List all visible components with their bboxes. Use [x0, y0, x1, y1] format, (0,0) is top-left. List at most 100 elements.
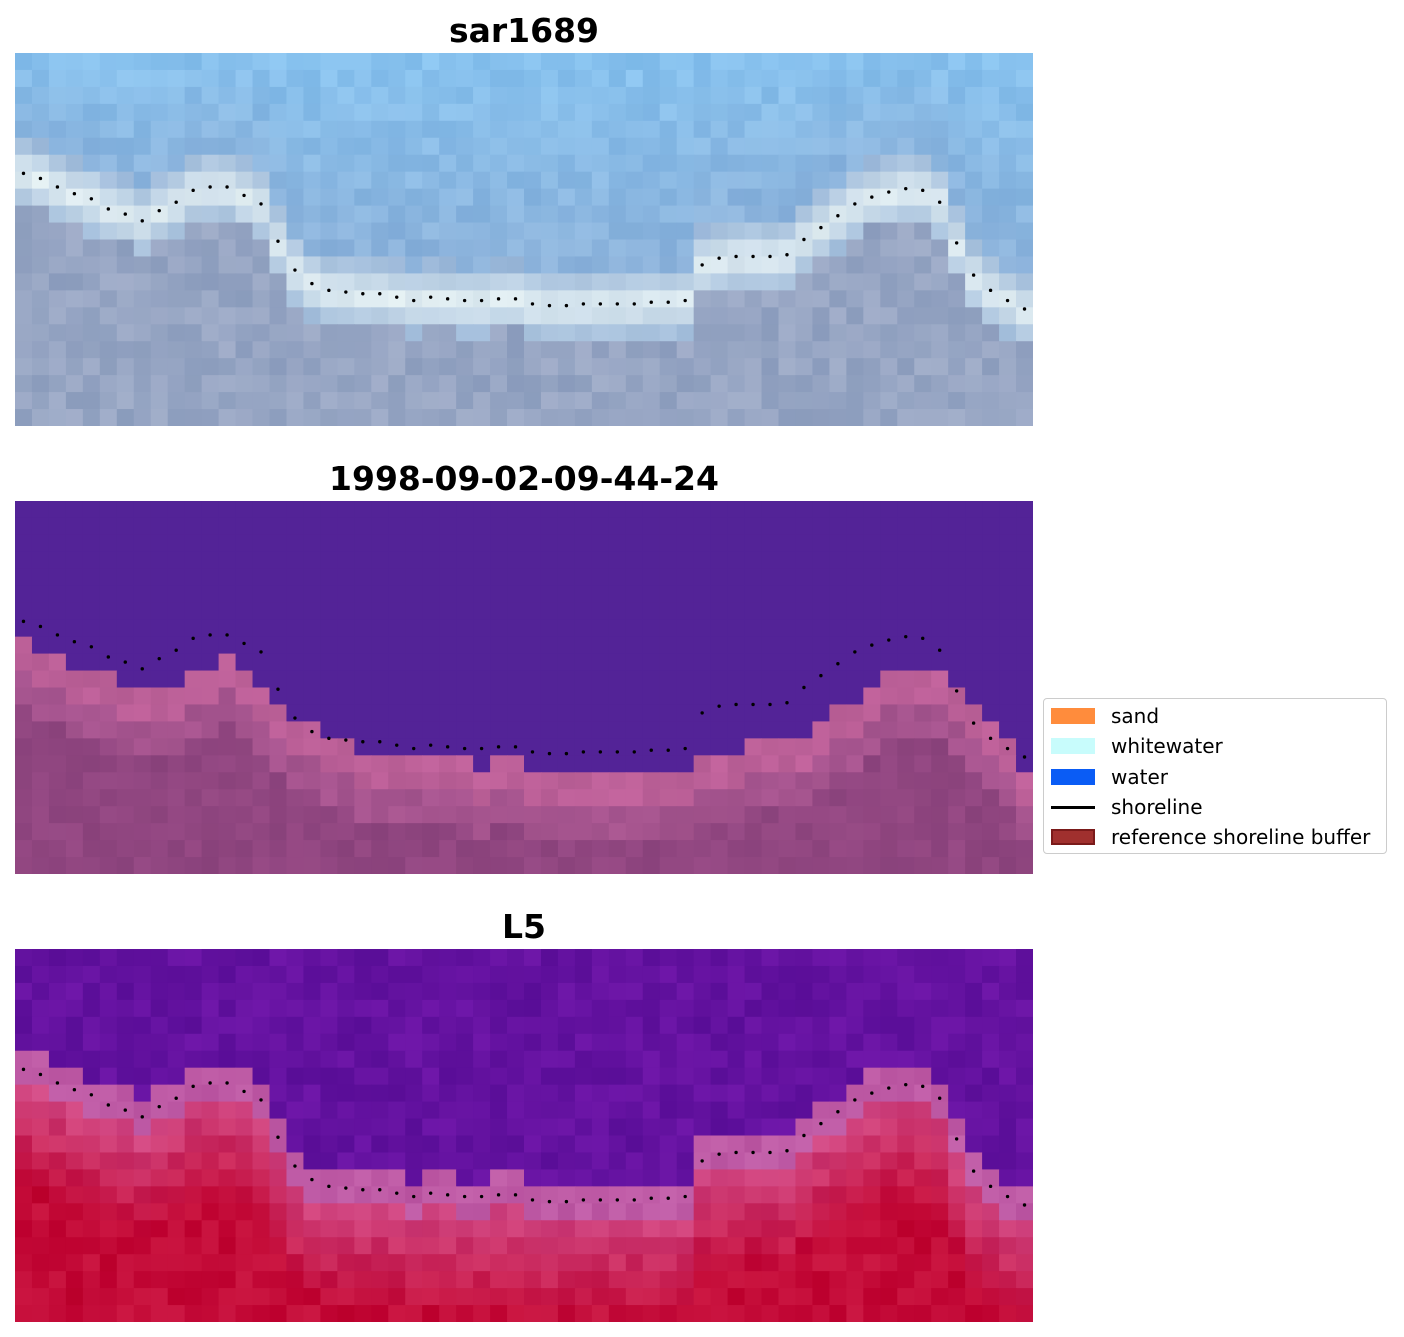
shoreline-point	[38, 1072, 43, 1077]
shoreline-point	[768, 254, 772, 259]
ndwi-cell	[846, 1016, 864, 1035]
rgb-cell	[65, 103, 84, 122]
ndwi-cell	[269, 1203, 288, 1221]
classified-cell	[439, 857, 457, 874]
rgb-cell	[269, 392, 288, 410]
classified-cell	[982, 568, 1000, 587]
classified-cell	[439, 687, 457, 706]
classified-cell	[150, 840, 169, 858]
shoreline-point	[38, 176, 43, 181]
classified-cell	[608, 721, 627, 739]
classified-cell	[31, 653, 50, 672]
classified-cell	[676, 755, 695, 773]
rgb-cell	[931, 409, 949, 426]
classified-cell	[320, 755, 338, 773]
ndwi-cell	[507, 1305, 525, 1322]
rgb-cell	[15, 392, 33, 410]
classified-cell	[982, 755, 1000, 773]
ndwi-cell	[846, 1305, 864, 1322]
classified-cell	[829, 857, 847, 874]
ndwi-cell	[524, 1305, 542, 1322]
classified-cell	[557, 840, 576, 858]
rgb-cell	[167, 222, 186, 241]
classified-cell	[82, 840, 101, 858]
ndwi-cell	[354, 1169, 372, 1187]
rgb-cell	[184, 341, 203, 359]
ndwi-cell	[133, 949, 152, 967]
rgb-cell	[812, 290, 830, 308]
rgb-cell	[252, 53, 271, 71]
rgb-cell	[727, 103, 746, 122]
rgb-cell	[439, 137, 457, 156]
classified-cell	[965, 636, 983, 655]
rgb-cell	[48, 239, 67, 258]
ndwi-cell	[337, 1016, 355, 1035]
rgb-cell	[778, 103, 797, 122]
rgb-cell	[303, 53, 321, 71]
rgb-cell	[710, 205, 729, 224]
rgb-cell	[48, 171, 67, 190]
ndwi-cell	[167, 1254, 186, 1272]
rgb-cell	[846, 375, 864, 393]
rgb-cell	[116, 137, 135, 156]
classified-cell	[897, 789, 915, 807]
rgb-cell	[1016, 53, 1033, 71]
ndwi-cell	[846, 1067, 864, 1086]
ndwi-cell	[65, 1118, 84, 1137]
classified-cell	[693, 619, 712, 638]
classified-cell	[591, 551, 610, 570]
ndwi-cell	[303, 1050, 321, 1069]
rgb-cell	[914, 341, 932, 359]
ndwi-cell	[914, 1118, 932, 1137]
ndwi-cell	[269, 1305, 288, 1322]
ndwi-cell	[150, 1067, 169, 1086]
rgb-cell	[133, 358, 152, 376]
rgb-cell	[354, 256, 372, 274]
shoreline-point	[683, 298, 687, 303]
rgb-cell	[625, 120, 644, 139]
ndwi-cell	[150, 1186, 169, 1204]
ndwi-cell	[65, 1220, 84, 1238]
ndwi-cell	[48, 1305, 67, 1322]
ndwi-cell	[337, 1254, 355, 1272]
ndwi-cell	[456, 1084, 474, 1103]
classified-cell	[795, 772, 814, 790]
classified-cell	[269, 789, 288, 807]
classified-cell	[693, 534, 712, 553]
classified-cell	[456, 772, 474, 790]
ndwi-cell	[625, 1220, 644, 1238]
rgb-cell	[405, 171, 423, 190]
classified-cell	[99, 738, 118, 756]
rgb-cell	[524, 324, 542, 342]
ndwi-cell	[167, 1084, 186, 1103]
classified-cell	[591, 568, 610, 587]
ndwi-cell	[354, 1118, 372, 1137]
ndwi-cell	[727, 1186, 746, 1204]
rgb-cell	[371, 69, 389, 88]
classified-cell	[507, 806, 525, 824]
shoreline-point	[140, 1115, 144, 1119]
rgb-cell	[218, 273, 237, 291]
rgb-cell	[48, 358, 67, 376]
rgb-cell	[354, 375, 372, 393]
rgb-cell	[99, 205, 118, 224]
rgb-cell	[659, 205, 678, 224]
rgb-cell	[31, 273, 50, 291]
shoreline-point	[89, 1093, 94, 1097]
ndwi-cell	[931, 1305, 949, 1322]
classified-cell	[235, 857, 254, 874]
shoreline-point	[38, 624, 43, 629]
shoreline-point	[954, 241, 959, 245]
classified-cell	[693, 738, 712, 756]
classified-cell	[456, 755, 474, 773]
ndwi-cell	[931, 999, 949, 1018]
shoreline-point	[971, 721, 976, 725]
rgb-cell	[608, 375, 627, 393]
ndwi-cell	[116, 1050, 135, 1069]
rgb-cell	[608, 307, 627, 325]
shoreline-point	[954, 1137, 959, 1141]
ndwi-cell	[982, 1169, 1000, 1187]
ndwi-cell	[659, 1067, 678, 1086]
classified-cell	[184, 568, 203, 587]
classified-cell	[727, 806, 746, 824]
